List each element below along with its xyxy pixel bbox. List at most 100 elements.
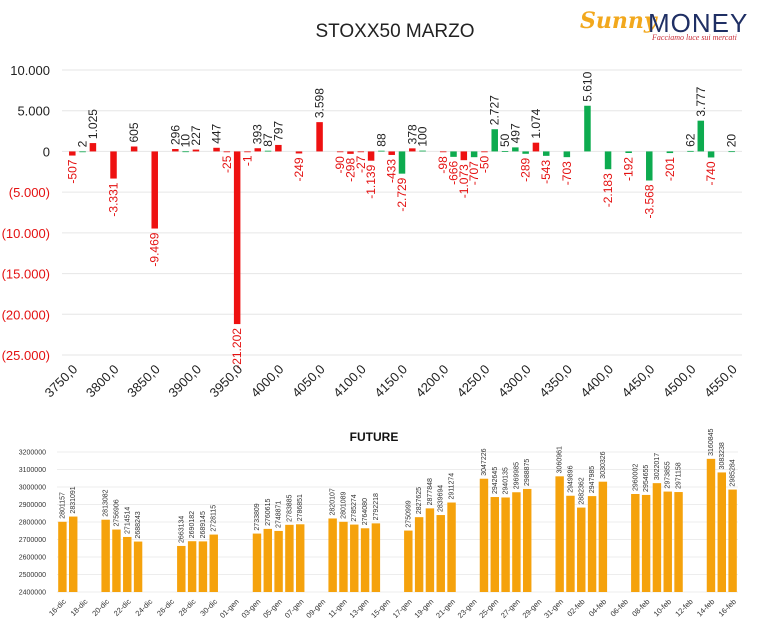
future-x-tick-label: 20-dic	[90, 597, 111, 618]
main-x-tick-label: 4400,0	[577, 362, 616, 401]
future-data-label: 2973855	[665, 461, 672, 488]
main-data-label: 20	[725, 134, 739, 148]
main-data-label: -21.202	[230, 328, 244, 369]
future-x-tick-label: 16-dic	[47, 597, 68, 618]
main-x-tick-label: 4200,0	[413, 362, 452, 401]
main-chart-bars	[69, 105, 735, 325]
main-bar	[275, 144, 282, 152]
future-bar	[717, 472, 727, 592]
future-x-tick-label: 02-feb	[565, 597, 586, 618]
main-x-tick-label: 4050,0	[289, 362, 328, 401]
future-x-tick-label: 22-dic	[112, 597, 133, 618]
future-bar	[101, 519, 110, 592]
main-x-tick-label: 4450,0	[619, 362, 658, 401]
main-bar	[707, 151, 715, 158]
main-data-label: 100	[416, 126, 430, 146]
future-bar	[209, 534, 218, 592]
main-bar	[501, 151, 509, 152]
future-data-label: 2971158	[676, 462, 683, 489]
logo-tagline: Facciamo luce sui mercati	[652, 33, 737, 42]
future-x-tick-label: 29-gen	[521, 597, 544, 620]
future-data-label: 2831091	[70, 486, 77, 513]
future-bar	[198, 541, 208, 592]
future-data-label: 3060961	[557, 446, 564, 473]
future-bar	[274, 530, 283, 592]
future-data-label: 3030326	[600, 451, 607, 478]
main-x-tick-label: 4000,0	[248, 362, 287, 401]
future-x-tick-label: 06-feb	[609, 597, 630, 618]
main-x-tick-label: 3950,0	[207, 362, 246, 401]
future-data-label: 2714514	[124, 507, 131, 534]
main-bar	[378, 150, 385, 152]
main-data-label: -98	[436, 156, 450, 174]
future-bar	[177, 545, 186, 592]
main-data-label: -192	[622, 157, 636, 181]
future-bar	[263, 528, 273, 592]
main-data-label: -707	[467, 161, 481, 185]
main-bar	[512, 147, 519, 152]
main-data-label: -2.183	[601, 173, 615, 207]
future-x-tick-label: 30-dic	[198, 597, 219, 618]
main-bar	[409, 148, 416, 152]
future-data-label: 2690182	[189, 511, 196, 538]
future-y-tick-label: 2900000	[19, 502, 46, 509]
future-bar	[663, 491, 672, 592]
main-data-label: 3.598	[313, 88, 327, 118]
main-data-label: -433	[385, 159, 399, 183]
main-y-tick-label: 10.000	[10, 63, 50, 78]
future-y-tick-label: 2400000	[19, 590, 46, 597]
main-bar	[542, 151, 550, 156]
future-bar	[674, 492, 683, 592]
future-bar	[328, 518, 337, 592]
future-data-label: 2947985	[589, 466, 596, 493]
main-x-tick-label: 4100,0	[330, 362, 369, 401]
future-bar	[566, 495, 575, 592]
future-bar	[706, 458, 716, 592]
main-data-label: 5.610	[580, 71, 594, 101]
main-x-tick-label: 4300,0	[495, 362, 534, 401]
future-bar	[123, 536, 132, 592]
future-bar	[339, 521, 348, 592]
future-data-label: 2839694	[438, 485, 445, 512]
main-bar	[151, 151, 158, 229]
main-data-label: -1	[240, 155, 254, 166]
future-data-label: 2954655	[643, 465, 650, 492]
main-data-label: 87	[261, 133, 275, 147]
main-x-tick-label: 4550,0	[701, 362, 740, 401]
main-bar	[244, 151, 251, 153]
main-y-tick-label: (10.000)	[2, 226, 50, 241]
main-x-tick-label: 3850,0	[124, 362, 163, 401]
future-data-label: 2877848	[427, 478, 434, 505]
future-bar	[58, 521, 67, 592]
main-y-tick-label: (20.000)	[2, 307, 50, 322]
future-x-tick-label: 26-dic	[155, 597, 176, 618]
main-data-label: -3.331	[107, 182, 121, 216]
main-data-label: -25	[220, 155, 234, 173]
main-bar	[625, 151, 632, 153]
future-data-label: 2969985	[513, 462, 520, 489]
main-bar	[398, 151, 406, 174]
main-bar	[192, 149, 200, 152]
future-data-label: 2663134	[178, 516, 185, 543]
future-bar	[252, 533, 262, 592]
logo-money-text: MONEY	[648, 8, 749, 38]
main-x-tick-label: 3900,0	[165, 362, 204, 401]
future-data-label: 2689145	[200, 511, 207, 538]
future-data-label: 2728115	[211, 505, 218, 532]
future-x-tick-label: 10-feb	[652, 597, 673, 618]
future-y-tick-label: 3200000	[19, 450, 46, 457]
future-data-label: 2940135	[503, 467, 510, 494]
future-bar	[360, 528, 370, 592]
future-bar	[490, 497, 500, 592]
main-bar	[728, 151, 735, 153]
main-data-label: 2	[76, 140, 90, 147]
future-data-label: 2785274	[351, 494, 358, 521]
main-bar	[254, 148, 262, 152]
main-bar	[604, 151, 612, 170]
future-bar	[295, 524, 305, 592]
sunny-money-logo: Sunny MONEY Facciamo luce sui mercati	[580, 6, 760, 46]
main-y-tick-label: 0	[43, 144, 50, 159]
future-x-tick-label: 31-gen	[542, 597, 565, 620]
future-y-tick-label: 3100000	[19, 467, 46, 474]
future-chart-title: FUTURE	[350, 430, 399, 444]
